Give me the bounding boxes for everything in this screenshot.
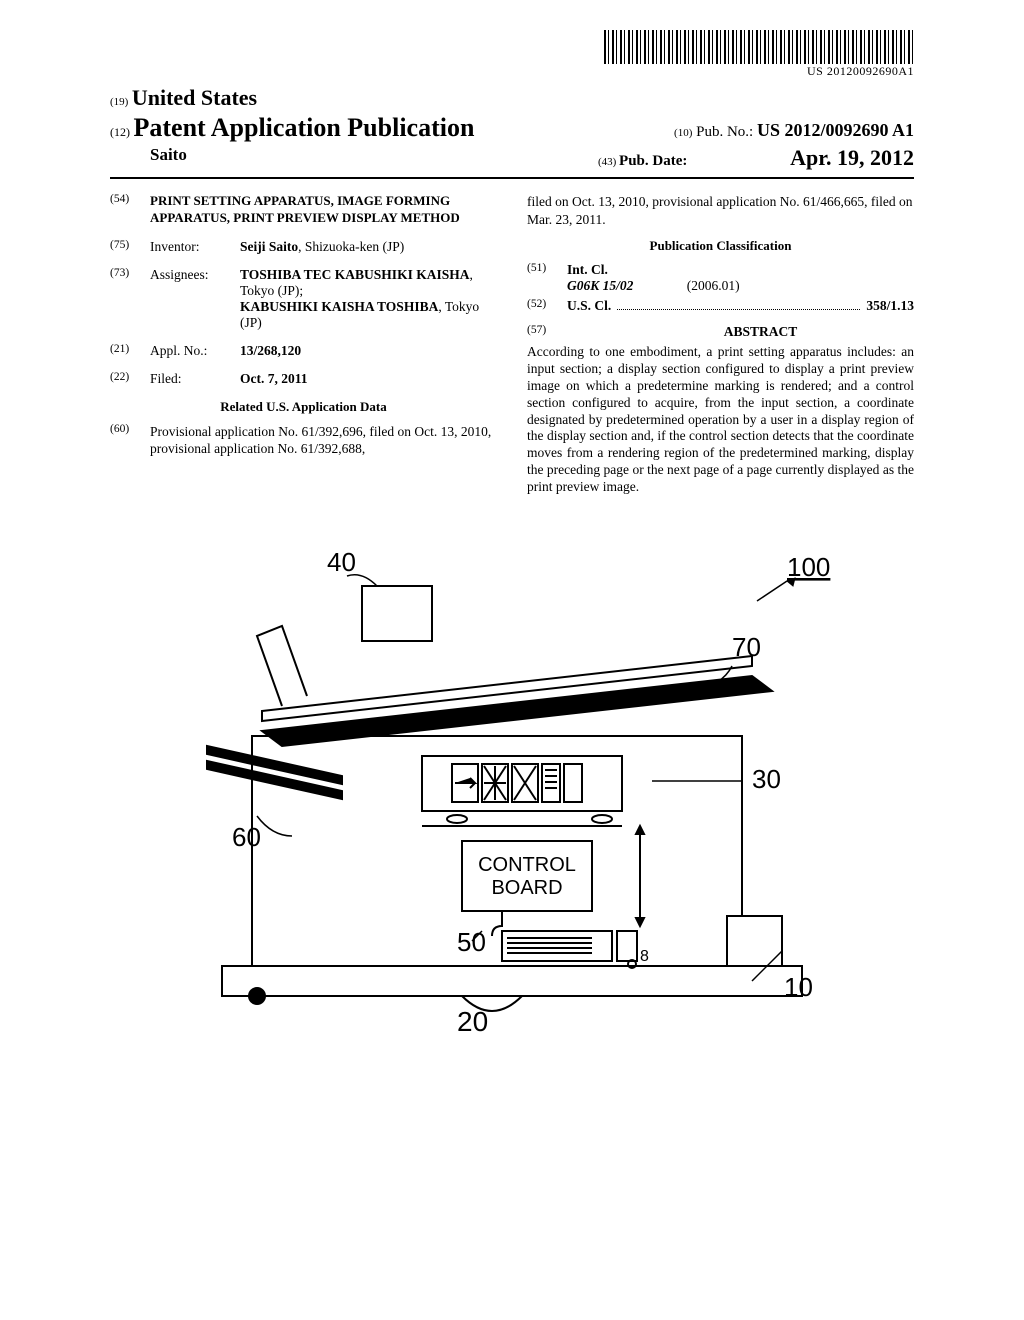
header: (19) United States (12) Patent Applicati… [110, 85, 914, 171]
appl-label: Appl. No.: [150, 343, 240, 359]
date-value: Apr. 19, 2012 [790, 145, 914, 170]
uscl-entry: (52) U.S. Cl. 358/1.13 [527, 298, 914, 314]
inventor-body: Seiji Saito, Shizuoka-ken (JP) [240, 239, 497, 255]
publication-line: (12) Patent Application Publication (10)… [110, 113, 914, 143]
barcode-label: US 20120092690A1 [110, 64, 914, 79]
date-label: Pub. Date: [619, 153, 687, 169]
intcl-body: Int. Cl. G06K 15/02 (2006.01) [567, 262, 914, 294]
barcode-block: US 20120092690A1 [110, 30, 914, 79]
assignee1-name: TOSHIBA TEC KABUSHIKI KAISHA [240, 267, 469, 282]
intcl-label: Int. Cl. [567, 262, 608, 277]
pubno-label: Pub. No.: [696, 124, 753, 140]
left-column: (54) PRINT SETTING APPARATUS, IMAGE FORM… [110, 193, 497, 496]
intcl-class: G06K 15/02 [567, 278, 633, 293]
author-name: Saito [150, 145, 187, 171]
uscl-label: U.S. Cl. [567, 298, 611, 314]
appl-code: (21) [110, 343, 150, 359]
provisional-entry: (60) Provisional application No. 61/392,… [110, 423, 497, 458]
inventor-code: (75) [110, 239, 150, 255]
intcl-entry: (51) Int. Cl. G06K 15/02 (2006.01) [527, 262, 914, 294]
fig-label-50: 50 [457, 927, 486, 957]
filed-label: Filed: [150, 371, 240, 387]
uscl-dots [617, 309, 860, 310]
inventor-label: Inventor: [150, 239, 240, 255]
publication-right: (10) Pub. No.: US 2012/0092690 A1 [674, 120, 914, 141]
fig-label-20: 20 [457, 1006, 488, 1036]
invention-title: PRINT SETTING APPARATUS, IMAGE FORMING A… [150, 193, 497, 227]
date-code: (43) [598, 156, 616, 168]
inventor-entry: (75) Inventor: Seiji Saito, Shizuoka-ken… [110, 239, 497, 255]
filed-value: Oct. 7, 2011 [240, 371, 497, 387]
inventor-name: Seiji Saito [240, 239, 298, 254]
inventor-rest: , Shizuoka-ken (JP) [298, 239, 404, 254]
classification-head: Publication Classification [527, 238, 914, 254]
header-divider [110, 177, 914, 179]
fig-label-70: 70 [732, 632, 761, 662]
figure-svg: 40 100 70 30 60 50 10 20 8 CONTROL BOARD [162, 536, 862, 1036]
fig-label-30: 30 [752, 764, 781, 794]
country-name: United States [132, 85, 257, 110]
publication-left: (12) Patent Application Publication [110, 113, 474, 143]
fig-label-8: 8 [640, 948, 649, 965]
assignee-entry: (73) Assignees: TOSHIBA TEC KABUSHIKI KA… [110, 267, 497, 331]
title-entry: (54) PRINT SETTING APPARATUS, IMAGE FORM… [110, 193, 497, 227]
assignee-code: (73) [110, 267, 150, 331]
fig-label-60: 60 [232, 822, 261, 852]
pub-title: Patent Application Publication [134, 113, 475, 142]
prov-code: (60) [110, 423, 150, 458]
abs-code: (57) [527, 324, 567, 340]
country-line: (19) United States [110, 85, 914, 111]
control-board-text1: CONTROL [478, 854, 576, 876]
related-data-head: Related U.S. Application Data [110, 399, 497, 415]
uscl-value: 358/1.13 [866, 298, 914, 314]
pub-date: (43) Pub. Date: Apr. 19, 2012 [598, 145, 914, 171]
fig-label-10: 10 [784, 972, 813, 1002]
filed-code: (22) [110, 371, 150, 387]
author-line: Saito (43) Pub. Date: Apr. 19, 2012 [110, 145, 914, 171]
filed-entry: (22) Filed: Oct. 7, 2011 [110, 371, 497, 387]
bibliographic-columns: (54) PRINT SETTING APPARATUS, IMAGE FORM… [110, 193, 914, 496]
abstract-head: ABSTRACT [607, 324, 914, 340]
pubno-code: (10) [674, 127, 692, 139]
assignee-label: Assignees: [150, 267, 240, 331]
fig-label-100: 100 [787, 552, 830, 582]
abstract-head-entry: (57) ABSTRACT [527, 324, 914, 340]
appl-value: 13/268,120 [240, 343, 497, 359]
uscl-code: (52) [527, 298, 567, 314]
assignee-body: TOSHIBA TEC KABUSHIKI KAISHA, Tokyo (JP)… [240, 267, 497, 331]
abstract-body: According to one embodiment, a print set… [527, 344, 914, 496]
figure: 40 100 70 30 60 50 10 20 8 CONTROL BOARD [110, 536, 914, 1041]
barcode-graphic [604, 30, 914, 64]
prov-cont: filed on Oct. 13, 2010, provisional appl… [527, 193, 914, 228]
intcl-date: (2006.01) [687, 278, 740, 293]
fig-label-40: 40 [327, 547, 356, 577]
uscl-body: U.S. Cl. 358/1.13 [567, 298, 914, 314]
intcl-code: (51) [527, 262, 567, 294]
appl-entry: (21) Appl. No.: 13/268,120 [110, 343, 497, 359]
right-column: filed on Oct. 13, 2010, provisional appl… [527, 193, 914, 496]
assignee2-name: KABUSHIKI KAISHA TOSHIBA [240, 299, 438, 314]
prov-text: Provisional application No. 61/392,696, … [150, 423, 497, 458]
pubno-value: US 2012/0092690 A1 [757, 120, 914, 140]
title-code: (54) [110, 193, 150, 227]
pub-code: (12) [110, 125, 130, 139]
control-board-text2: BOARD [491, 877, 562, 899]
country-code: (19) [110, 96, 128, 108]
